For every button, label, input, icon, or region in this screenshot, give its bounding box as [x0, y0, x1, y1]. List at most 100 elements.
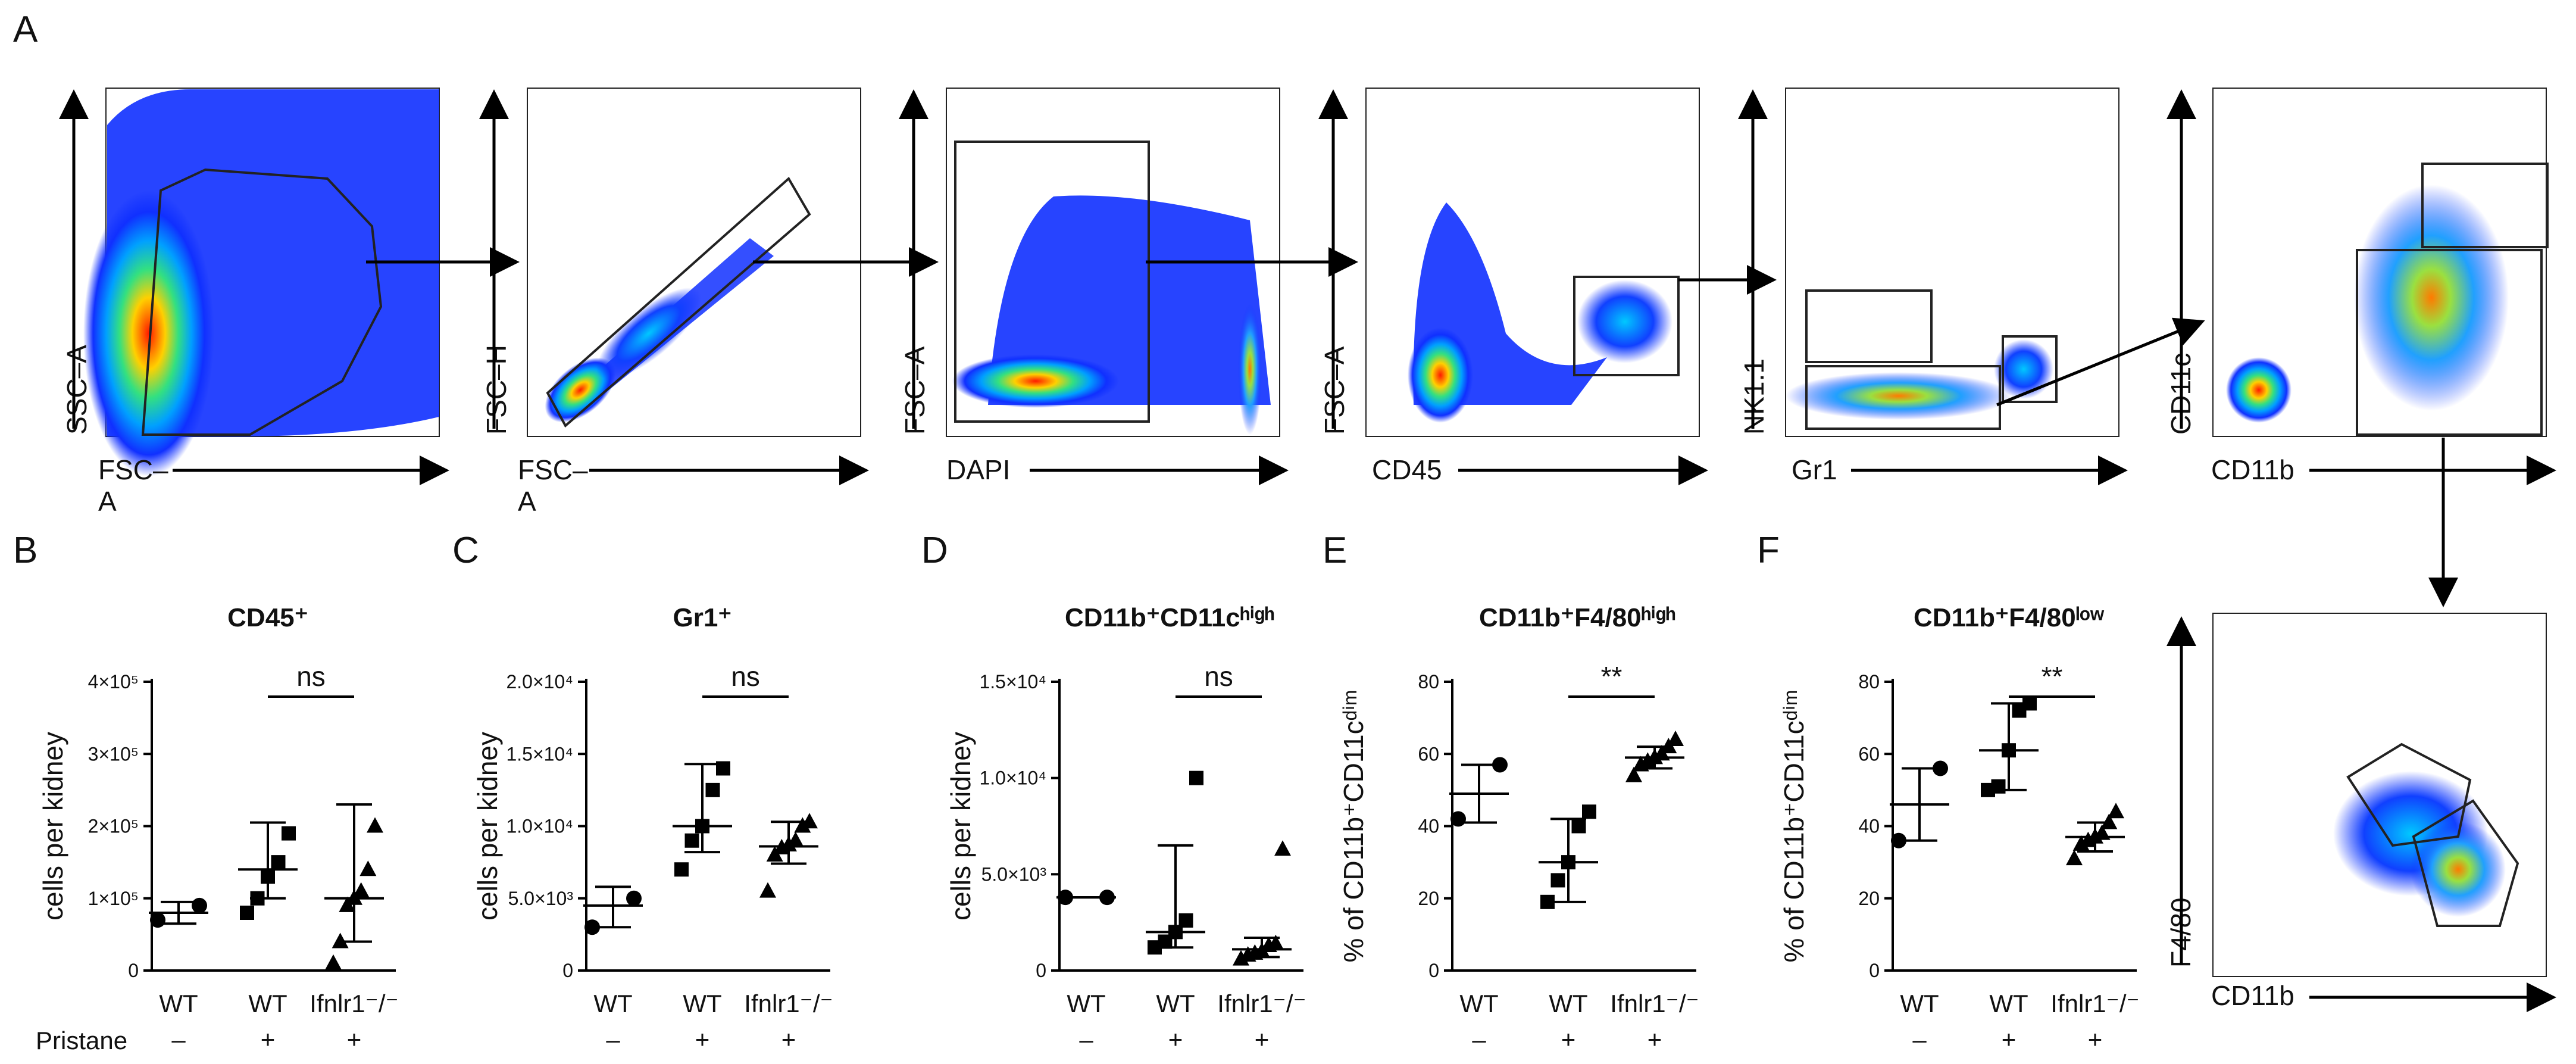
pristane-sign: +	[781, 1025, 796, 1053]
x-category-label: WT	[1156, 990, 1195, 1018]
y-tick-label: 40	[1858, 816, 1880, 837]
pristane-sign: +	[347, 1025, 362, 1053]
chart-title: CD11b⁺CD11cʰⁱᵍʰ	[1065, 603, 1274, 632]
y-tick-label: 20	[1418, 888, 1439, 909]
facs-plot-4-hotspot	[1408, 327, 1473, 423]
facs-plot-6-density-2	[2354, 185, 2509, 411]
y-tick-label: 1×10⁵	[88, 888, 139, 909]
x-category-label: WT	[593, 990, 632, 1018]
facs-plot-4-gate	[1573, 276, 1680, 376]
pristane-sign: +	[695, 1025, 710, 1053]
significance-label: ns	[731, 661, 760, 692]
dotplot-f: CD11b⁺F4/80ˡᵒʷ % of CD11b⁺CD11cᵈⁱᵐ 0 20 40 60…	[1778, 603, 2140, 1053]
pristane-sign: +	[261, 1025, 276, 1053]
data-point	[1058, 890, 1073, 906]
data-point	[1450, 811, 1466, 827]
facs-plot-5-gate-gr1-low	[1805, 365, 2001, 430]
pristane-sign: +	[2088, 1025, 2103, 1053]
facs-plot-6-density	[2226, 357, 2291, 423]
y-axis-label: % of CD11b⁺CD11cᵈⁱᵐ	[1778, 689, 1809, 962]
data-point	[787, 831, 804, 847]
x-category-label: Ifnlr1⁻/⁻	[744, 990, 833, 1018]
data-point	[325, 954, 342, 970]
y-axis-label: cells per kidney	[37, 732, 68, 921]
x-category-label: WT	[159, 990, 198, 1018]
data-point	[150, 912, 165, 928]
facs-plot-3: FSC–A DAPI	[899, 88, 1289, 485]
y-axis-label: cells per kidney	[472, 732, 503, 921]
pristane-sign: +	[1168, 1025, 1183, 1053]
y-tick-label: 0	[1428, 960, 1439, 981]
pristane-sign: –	[1912, 1025, 1927, 1053]
panel-letter-e: E	[1323, 530, 1347, 571]
pristane-sign: +	[2002, 1025, 2017, 1053]
facs-plot-4-x-label: CD45	[1372, 454, 1442, 485]
y-tick-label: 0	[1869, 960, 1880, 981]
data-point	[1933, 760, 1948, 776]
x-category-label: Ifnlr1⁻/⁻	[1217, 990, 1306, 1018]
significance-label: **	[2042, 661, 2063, 692]
chart-title: CD11b⁺F4/80ʰⁱᵍʰ	[1479, 603, 1675, 632]
data-point	[2002, 743, 2016, 758]
facs-plot-5-gate-nk	[1805, 289, 1933, 363]
data-point	[1582, 804, 1596, 819]
y-axis-label: % of CD11b⁺CD11cᵈⁱᵐ	[1338, 689, 1369, 962]
data-point	[2093, 824, 2111, 840]
y-tick-label: 0	[128, 960, 139, 981]
dotplot-e: CD11b⁺F4/80ʰⁱᵍʰ % of CD11b⁺CD11cᵈⁱᵐ 0 20 40 6…	[1338, 603, 1699, 1053]
pristane-sign: +	[1561, 1025, 1576, 1053]
y-axis-label: cells per kidney	[945, 732, 976, 921]
facs-plot-4: FSC–A CD45	[1318, 88, 1708, 485]
pristane-sign: –	[1472, 1025, 1486, 1053]
panel-letter-b: B	[13, 530, 37, 571]
facs-plot-3-hotspot-2	[1238, 304, 1262, 435]
y-tick-label: 1.0×10⁴	[979, 767, 1046, 789]
facs-plot-2-x-label-2: A	[518, 486, 536, 517]
data-point	[794, 817, 811, 833]
data-point	[1550, 873, 1565, 888]
data-point	[1540, 894, 1555, 909]
facs-plot-5: NK1.1 Gr1	[1738, 88, 2128, 485]
data-point	[801, 813, 818, 829]
significance-label: **	[1601, 661, 1622, 692]
x-category-label: Ifnlr1⁻/⁻	[310, 990, 398, 1018]
data-point	[1891, 832, 1906, 848]
data-point	[780, 836, 797, 852]
chart-title: Gr1⁺	[673, 603, 731, 632]
y-tick-label: 2×10⁵	[88, 816, 139, 837]
data-point	[359, 860, 377, 876]
facs-plot-1-hotspot	[83, 191, 214, 476]
significance-label: ns	[296, 661, 326, 692]
y-tick-label: 80	[1418, 671, 1439, 692]
data-point	[2100, 813, 2118, 829]
x-category-label: WT	[1549, 990, 1587, 1018]
data-point	[626, 890, 642, 906]
data-point	[1492, 757, 1508, 773]
facs-plot-3-gate	[954, 141, 1150, 423]
pristane-sign: +	[1255, 1025, 1270, 1053]
data-point	[1625, 766, 1642, 782]
data-point	[240, 906, 254, 920]
pristane-sign: –	[171, 1025, 186, 1053]
facs-plot-6-gate-cd11c-dim	[2356, 249, 2543, 436]
facs-plot-6-x-label: CD11b	[2211, 454, 2294, 485]
y-tick-label: 60	[1858, 743, 1880, 765]
x-category-label: Ifnlr1⁻/⁻	[1610, 990, 1699, 1018]
facs-plot-5-x-label: Gr1	[1792, 454, 1837, 485]
data-point	[367, 817, 383, 833]
facs-plot-7-gate-low	[2412, 799, 2519, 927]
data-point	[2066, 850, 2083, 866]
data-point	[759, 882, 776, 898]
chart-title: CD45⁺	[227, 603, 308, 632]
facs-plot-2-x-label: FSC–	[518, 454, 588, 485]
gating-arrows	[366, 247, 2458, 607]
data-point	[282, 826, 296, 841]
facs-plot-2-y-label: FSC–H	[481, 345, 512, 435]
x-category-label: WT	[1067, 990, 1105, 1018]
data-point	[332, 932, 349, 948]
data-point	[1571, 819, 1586, 834]
data-point	[674, 862, 689, 877]
facs-plot-4-hotspot-2	[1577, 280, 1672, 363]
panel-letter-d: D	[921, 530, 948, 571]
